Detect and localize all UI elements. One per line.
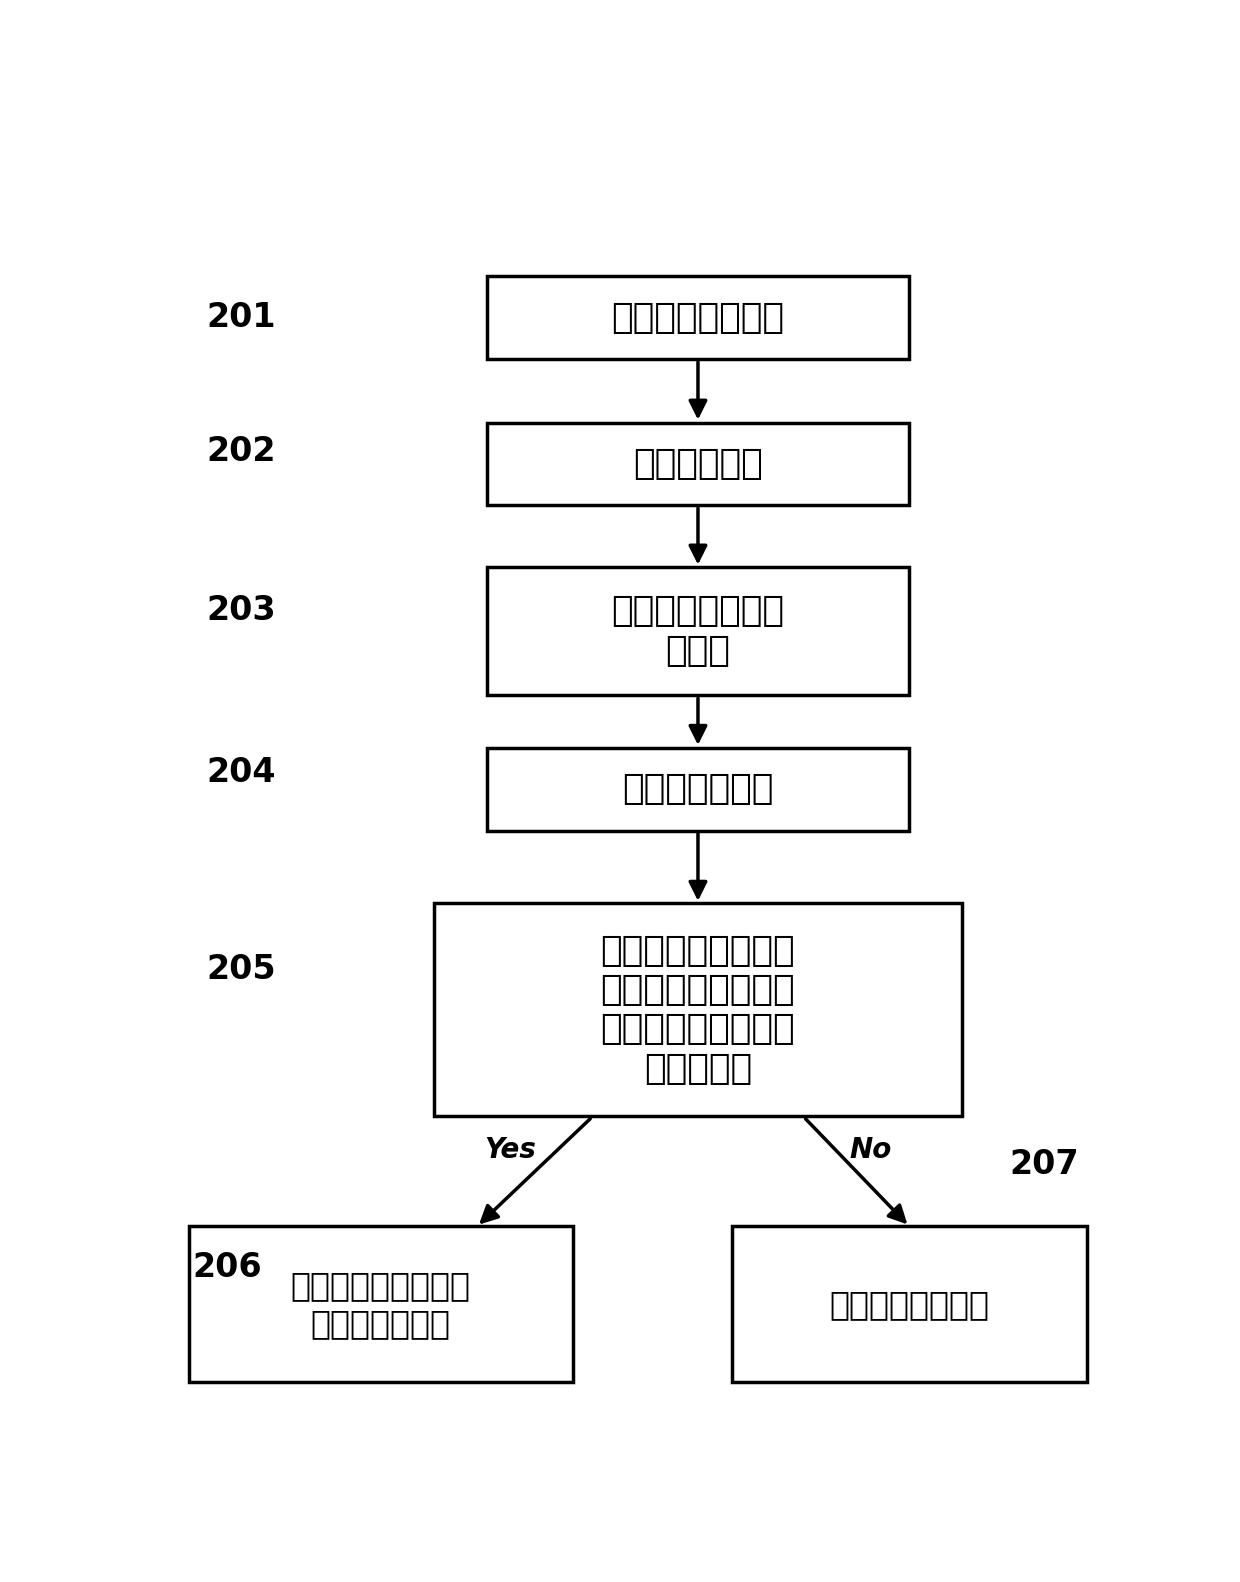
Text: 206: 206 bbox=[192, 1251, 262, 1285]
Text: 204: 204 bbox=[207, 756, 277, 788]
Text: 207: 207 bbox=[1009, 1149, 1079, 1180]
FancyBboxPatch shape bbox=[434, 903, 962, 1117]
Text: 发送给仲裁模块: 发送给仲裁模块 bbox=[622, 772, 774, 807]
FancyBboxPatch shape bbox=[486, 566, 909, 694]
Text: 201: 201 bbox=[207, 301, 277, 334]
Text: 触发表决模块: 触发表决模块 bbox=[634, 448, 763, 481]
Text: No: No bbox=[849, 1136, 892, 1164]
Text: 202: 202 bbox=[207, 435, 277, 468]
Text: 立刻切断炉区运行: 立刻切断炉区运行 bbox=[830, 1288, 990, 1321]
FancyBboxPatch shape bbox=[486, 277, 909, 359]
Text: 205: 205 bbox=[207, 952, 277, 986]
Text: 炉区继续运行，发送
报警信息到画面: 炉区继续运行，发送 报警信息到画面 bbox=[291, 1269, 471, 1340]
Text: 采样各类参数计算
表决值: 采样各类参数计算 表决值 bbox=[611, 595, 785, 668]
FancyBboxPatch shape bbox=[486, 748, 909, 831]
FancyBboxPatch shape bbox=[732, 1226, 1087, 1383]
FancyBboxPatch shape bbox=[188, 1226, 573, 1383]
Text: 压力开关低压报警: 压力开关低压报警 bbox=[611, 301, 785, 335]
Text: 203: 203 bbox=[207, 593, 277, 626]
FancyBboxPatch shape bbox=[486, 422, 909, 505]
Text: Yes: Yes bbox=[485, 1136, 537, 1164]
Text: 仲裁模块将表决值乘
以权重并将各参数最
终值相加，并给出最
终仲裁结果: 仲裁模块将表决值乘 以权重并将各参数最 终值相加，并给出最 终仲裁结果 bbox=[600, 933, 795, 1085]
